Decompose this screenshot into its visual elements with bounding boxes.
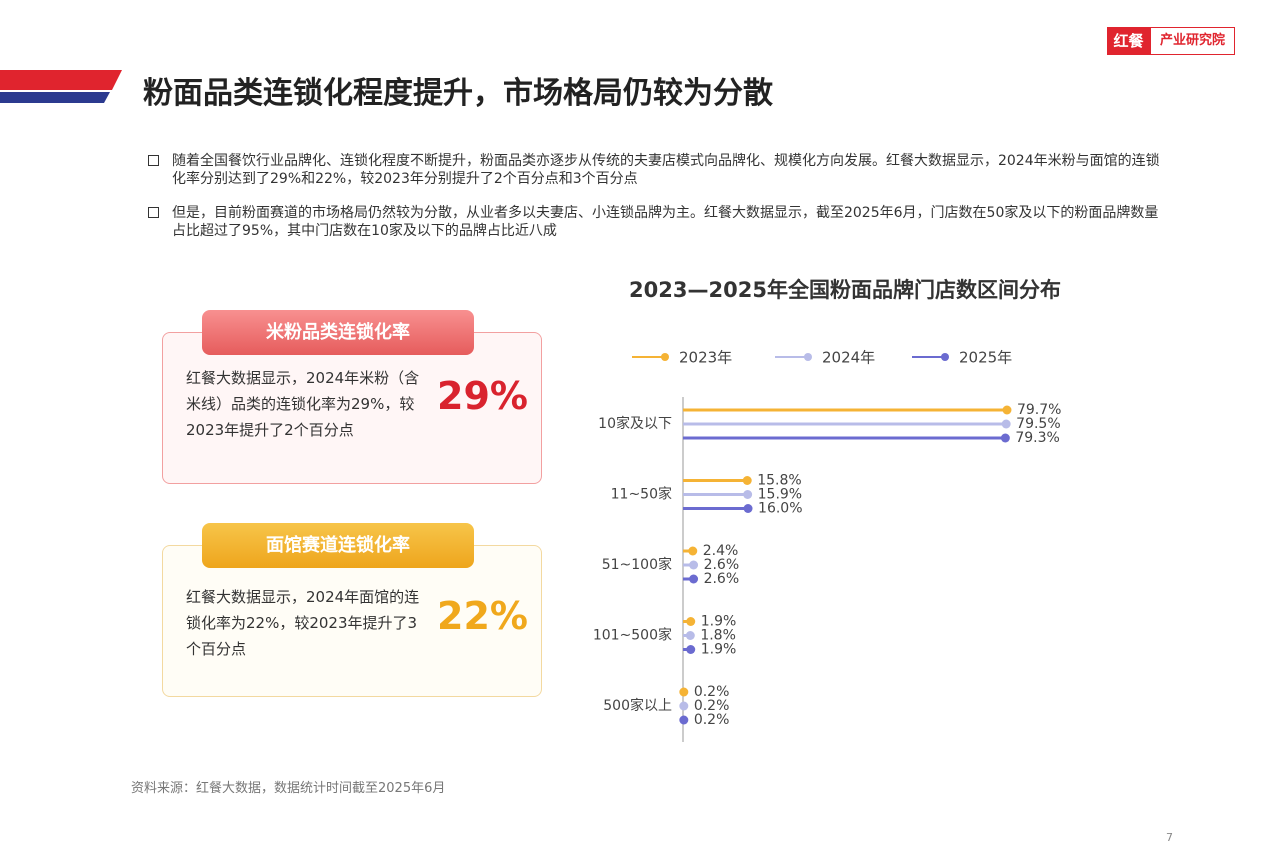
bullet: 但是，目前粉面赛道的市场格局仍然较为分散，从业者多以夫妻店、小连锁品牌为主。红餐… [148,204,1172,240]
value-label: 79.3% [1015,430,1059,446]
legend-label: 2025年 [959,349,1012,367]
dot [689,574,699,584]
y-tick-label: 51~100家 [602,556,672,573]
card [162,545,542,697]
lollipop [683,631,695,640]
legend-dot [804,353,812,361]
card-text: 红餐大数据显示，2024年面馆的连锁化率为22%，较2023年提升了3个百分点 [186,588,420,658]
lollipop [683,419,1011,429]
card-stat: 22% [437,594,528,638]
dot [679,715,689,725]
y-tick-label: 500家以上 [603,697,672,714]
lollipop [683,504,753,513]
dot [1002,405,1012,415]
lollipop [679,687,689,697]
value-label: 15.8% [757,473,801,489]
value-label: 15.9% [758,487,802,503]
dot [679,701,689,711]
lollipop [683,433,1010,443]
card-text: 红餐大数据显示，2024年米粉（含米线）品类的连锁化率为29%，较2023年提升… [186,369,420,439]
dot [686,617,696,626]
card [162,332,542,484]
lollipop [679,701,689,711]
value-label: 0.2% [694,684,730,700]
source: 资料来源：红餐大数据，数据统计时间截至2025年6月 [131,781,446,796]
y-tick-label: 101~500家 [593,627,672,644]
lollipop [679,715,689,725]
card-title: 面馆赛道连锁化率 [202,523,474,568]
logo-sub: 产业研究院 [1150,27,1235,55]
value-label: 1.9% [701,614,737,630]
legend-label: 2023年 [679,349,732,367]
legend-dot [661,353,669,361]
value-label: 2.4% [703,543,739,559]
bullet: 随着全国餐饮行业品牌化、连锁化程度不断提升，粉面品类亦逐步从传统的夫妻店模式向品… [148,152,1172,188]
y-tick-label: 10家及以下 [598,415,672,432]
dot [743,504,753,513]
dot [743,490,753,499]
lollipop [683,617,696,626]
lollipop [683,546,698,556]
value-label: 1.8% [700,628,736,644]
page-title: 粉面品类连锁化程度提升，市场格局仍较为分散 [143,76,773,111]
dot [742,476,752,485]
value-label: 79.7% [1017,402,1061,418]
dot [679,687,689,697]
value-label: 2.6% [704,557,740,573]
lollipop [683,490,753,499]
value-label: 16.0% [758,501,802,517]
value-label: 79.5% [1016,416,1060,432]
lollipop [683,560,699,570]
value-label: 1.9% [701,642,737,658]
logo-brand: 红餐 [1107,27,1150,55]
y-tick-label: 11~50家 [611,486,672,503]
card-title: 米粉品类连锁化率 [202,310,474,355]
legend-label: 2024年 [822,349,875,367]
lollipop [683,645,696,654]
value-label: 0.2% [694,698,730,714]
value-label: 2.6% [704,571,740,587]
value-label: 0.2% [694,712,730,728]
card-stat: 29% [437,374,528,418]
dot [688,546,698,556]
chart-title: 2023—2025年全国粉面品牌门店数区间分布 [629,278,1061,302]
dot [1000,433,1010,443]
lollipop [683,574,699,584]
lollipop [683,476,752,485]
dot [1001,419,1011,429]
dot [685,631,695,640]
lollipop [683,405,1012,415]
page-number: 7 [1166,831,1173,844]
dot [689,560,699,570]
legend-dot [941,353,949,361]
dot [686,645,696,654]
